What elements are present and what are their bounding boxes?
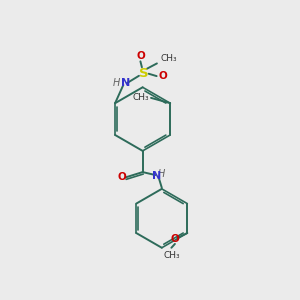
Text: N: N [121,79,130,88]
Text: O: O [158,71,167,81]
Text: O: O [136,51,145,61]
Text: O: O [170,234,179,244]
Text: CH₃: CH₃ [160,54,177,63]
Text: CH₃: CH₃ [132,93,149,102]
Text: O: O [117,172,126,182]
Text: H: H [113,78,121,88]
Text: CH₃: CH₃ [163,251,180,260]
Text: N: N [152,171,162,181]
Text: S: S [139,67,148,80]
Text: H: H [158,169,166,179]
